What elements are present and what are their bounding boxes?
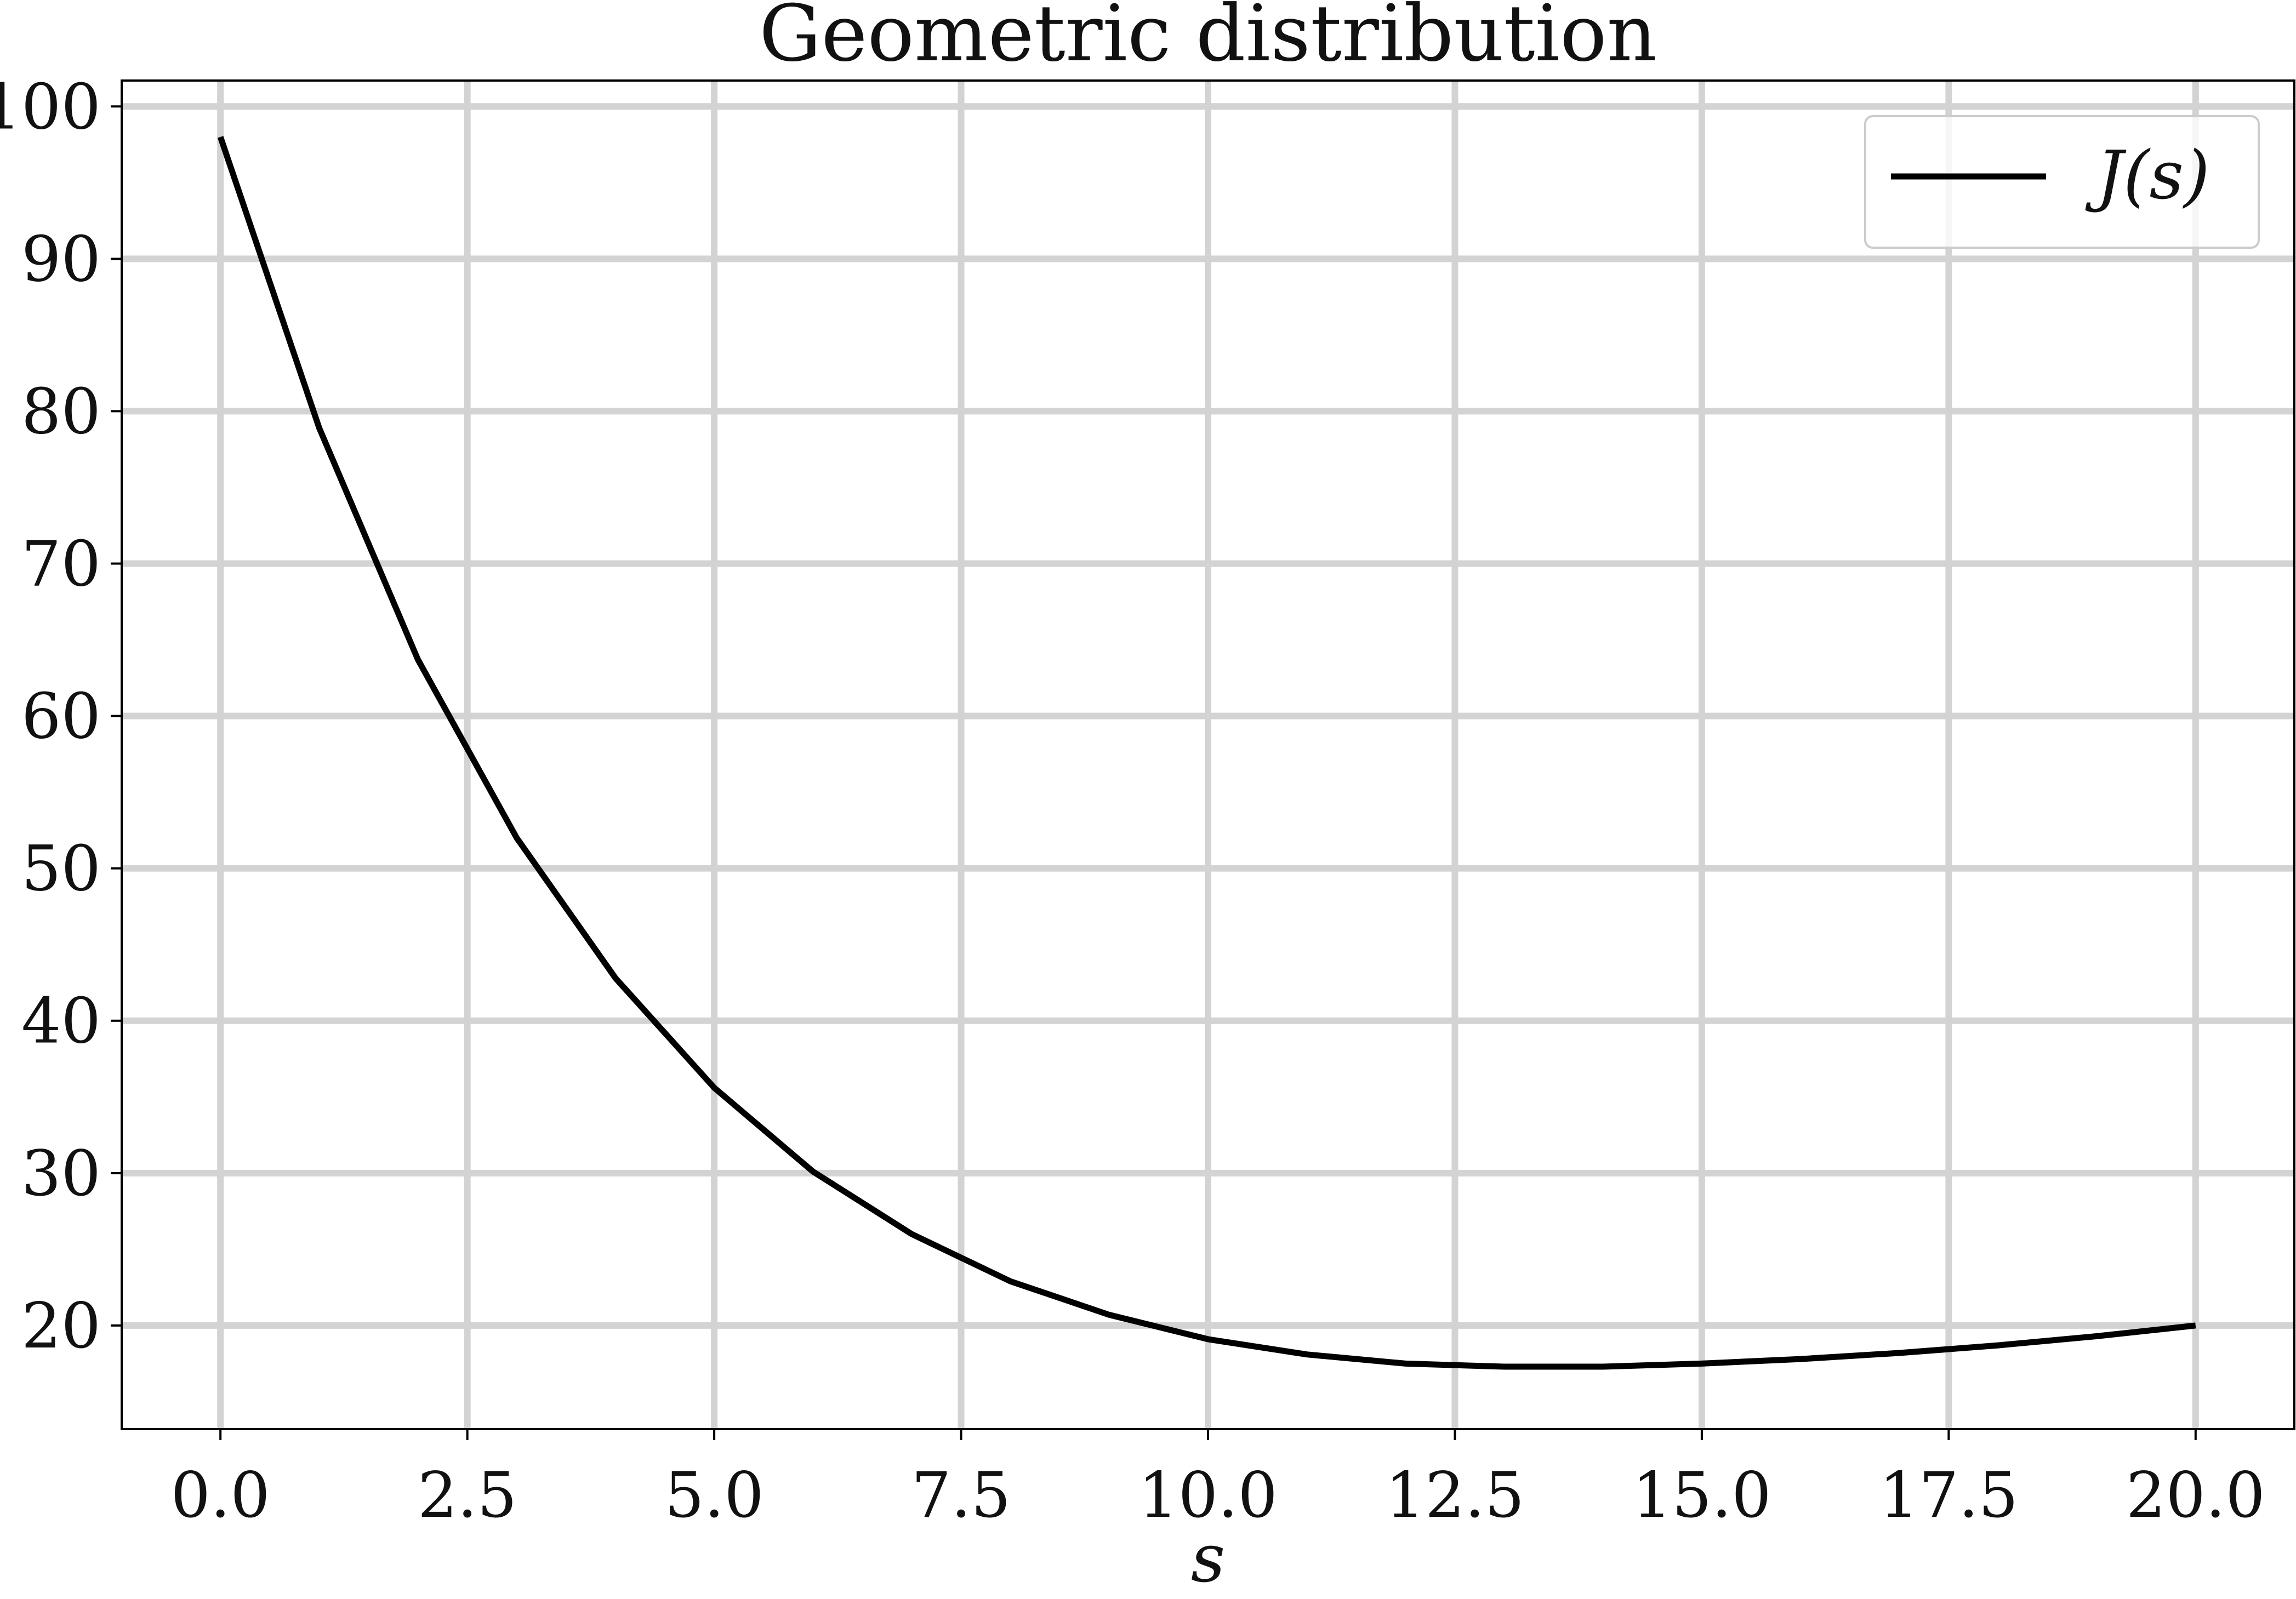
- y-tick-label: 20: [21, 1289, 101, 1362]
- x-tick-label: 15.0: [1632, 1459, 1771, 1532]
- legend: J(s): [1864, 115, 2260, 249]
- y-tick-label: 80: [21, 375, 101, 448]
- chart-title: Geometric distribution: [759, 0, 1657, 79]
- y-tick-label: 60: [21, 680, 101, 753]
- series-line-j-of-s: [217, 136, 2196, 1370]
- x-tick-label: 17.5: [1879, 1459, 2018, 1532]
- x-axis-ticks: 0.0 2.5 5.0 7.5 10.0 12.5 15.0 17.5 20.0: [171, 1429, 2265, 1532]
- legend-box: [1864, 115, 2260, 249]
- x-tick-label: 10.0: [1138, 1459, 1278, 1532]
- legend-label-j-of-s: J(s): [2085, 136, 2210, 214]
- series-lines: [217, 136, 2196, 1370]
- x-tick-label: 2.5: [418, 1459, 517, 1532]
- x-tick-label: 0.0: [171, 1459, 270, 1532]
- y-tick-label: 100: [0, 70, 101, 143]
- y-tick-label: 50: [21, 832, 101, 905]
- x-tick-label: 12.5: [1386, 1459, 1525, 1532]
- x-tick-label: 20.0: [2126, 1459, 2265, 1532]
- y-tick-label: 70: [21, 528, 101, 601]
- y-tick-label: 30: [21, 1137, 101, 1210]
- x-tick-label: 5.0: [664, 1459, 764, 1532]
- x-tick-label: 7.5: [911, 1459, 1011, 1532]
- grid-lines: [122, 81, 2294, 1429]
- y-tick-label: 90: [21, 222, 101, 295]
- y-tick-label: 40: [21, 985, 101, 1058]
- x-axis-label: s: [1191, 1520, 1226, 1597]
- y-axis-ticks: 20 30 40 50 60 70 80 90 100: [0, 70, 122, 1362]
